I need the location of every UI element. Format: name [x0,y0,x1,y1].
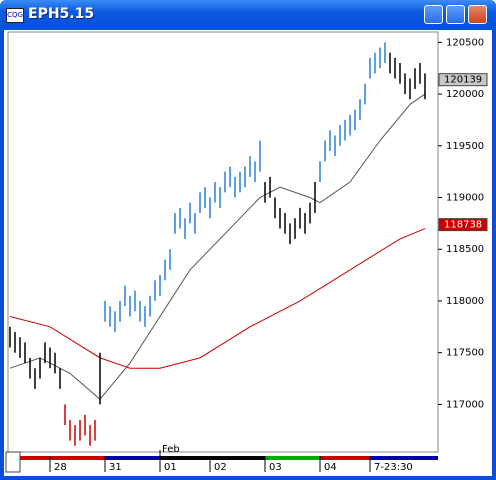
corner-box [5,451,21,473]
app-icon: CQG [6,8,24,23]
date-strip-segment [265,456,320,460]
price-label: 120139 [444,75,482,86]
window-title: EPH5.15 [28,6,95,22]
plot-frame [7,31,439,453]
y-tick-label: 117500 [446,348,484,359]
x-tick-label: 02 [214,462,227,473]
x-tick-label: 03 [269,462,282,473]
y-tick-label: 117000 [446,399,484,410]
y-tick-label: 119500 [446,141,484,152]
x-tick-label: 01 [164,462,177,473]
x-tick-label: 7-23:30 [374,462,413,473]
y-tick-label: 118000 [446,296,484,307]
x-tick-label: 28 [54,462,67,473]
client-area: 117000 117500 118000 118500 119000 119500 1200… [4,30,492,476]
x-tick-label: 04 [324,462,337,473]
y-tick-label: 119000 [446,193,484,204]
price-label-box [438,218,488,232]
date-strip-segment [210,456,265,460]
chart: 117000 117500 118000 118500 119000 119500 1200… [5,31,488,473]
maximize-button[interactable] [446,5,465,24]
date-strip-segment [320,456,370,460]
date-strip-segment [20,456,50,460]
y-tick-label: 120000 [446,89,484,100]
date-strip-segment [105,456,160,460]
moving-average-line [9,93,426,400]
price-label-box [438,73,488,87]
date-strip-segment [160,456,210,460]
price-label: 118738 [444,220,482,231]
x-tick-label: 31 [109,462,122,473]
title-bar: CQG EPH5.15 [0,0,496,30]
month-label: Feb [162,444,180,455]
minimize-button[interactable] [424,5,443,24]
date-strip-segment [370,456,438,460]
moving-average-line [9,228,426,369]
date-strip-segment [50,456,105,460]
close-button[interactable] [468,5,487,24]
y-tick-label: 118500 [446,244,484,255]
y-tick-label: 120500 [446,37,484,48]
